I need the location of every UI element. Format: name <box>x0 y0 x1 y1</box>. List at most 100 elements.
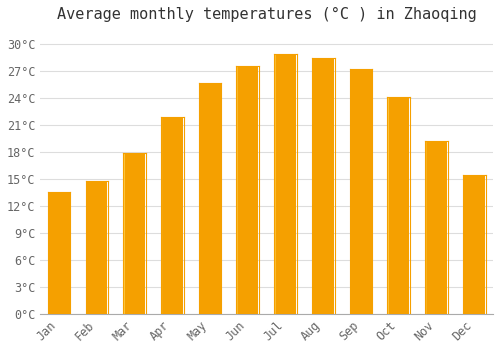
Bar <box>238 66 253 314</box>
Bar <box>124 153 132 314</box>
Bar <box>87 181 104 314</box>
Bar <box>426 141 444 314</box>
Bar <box>200 83 218 314</box>
Bar <box>313 58 316 314</box>
Bar <box>464 175 475 314</box>
Title: Average monthly temperatures (°C ) in Zhaoqing: Average monthly temperatures (°C ) in Zh… <box>57 7 476 22</box>
Bar <box>313 58 320 314</box>
Bar <box>238 66 246 314</box>
Bar <box>313 58 326 314</box>
Bar <box>464 175 481 314</box>
Bar <box>351 69 364 314</box>
Bar <box>200 83 203 314</box>
Bar <box>200 83 219 314</box>
Bar <box>426 141 430 314</box>
Bar <box>388 97 400 314</box>
Bar <box>464 175 473 314</box>
Bar <box>49 192 59 314</box>
Bar <box>350 69 357 314</box>
Bar <box>50 192 69 314</box>
Bar <box>464 175 478 314</box>
Bar <box>238 66 244 314</box>
Bar <box>124 153 143 314</box>
Bar <box>275 54 277 314</box>
Bar <box>276 54 294 314</box>
Bar <box>351 69 371 314</box>
Bar <box>49 192 66 314</box>
Bar <box>238 66 258 314</box>
Bar <box>50 192 70 314</box>
Bar <box>50 192 68 314</box>
Bar <box>388 97 390 314</box>
Bar <box>50 192 68 314</box>
Bar <box>236 66 238 314</box>
Bar <box>238 66 248 314</box>
Bar <box>162 118 165 314</box>
Bar <box>86 181 90 314</box>
Bar <box>238 66 257 314</box>
Bar <box>162 118 182 314</box>
Bar <box>388 97 396 314</box>
Bar <box>388 97 398 314</box>
Bar <box>200 83 202 314</box>
Bar <box>389 97 406 314</box>
Bar <box>276 54 285 314</box>
Bar <box>49 192 56 314</box>
Bar <box>276 54 287 314</box>
Bar <box>200 83 214 314</box>
Bar <box>162 118 171 314</box>
Bar <box>388 97 390 314</box>
Bar <box>87 181 102 314</box>
Bar <box>464 175 485 314</box>
Bar <box>238 66 239 314</box>
Bar <box>389 97 408 314</box>
Bar <box>49 192 53 314</box>
Bar <box>351 69 360 314</box>
Bar <box>313 58 320 314</box>
Bar <box>388 97 392 314</box>
Bar <box>351 69 370 314</box>
Bar <box>426 141 442 314</box>
Bar <box>350 69 351 314</box>
Bar <box>351 69 368 314</box>
Bar <box>314 58 332 314</box>
Bar <box>388 97 389 314</box>
Bar <box>162 118 180 314</box>
Bar <box>351 69 370 314</box>
Bar <box>124 153 142 314</box>
Bar <box>162 118 172 314</box>
Bar <box>275 54 280 314</box>
Bar <box>162 118 178 314</box>
Bar <box>124 153 142 314</box>
Bar <box>389 97 406 314</box>
Bar <box>200 83 210 314</box>
Bar <box>426 141 444 314</box>
Bar <box>314 58 333 314</box>
Bar <box>49 192 58 314</box>
Bar <box>388 97 394 314</box>
Bar <box>388 97 394 314</box>
Bar <box>238 66 242 314</box>
Bar <box>464 175 477 314</box>
Bar <box>86 181 91 314</box>
Bar <box>313 58 324 314</box>
Bar <box>426 141 436 314</box>
Bar <box>350 69 355 314</box>
Bar <box>162 118 166 314</box>
Bar <box>426 141 440 314</box>
Bar <box>313 58 325 314</box>
Bar <box>276 54 284 314</box>
Bar <box>86 181 94 314</box>
Bar <box>49 192 64 314</box>
Bar <box>350 69 356 314</box>
Bar <box>124 153 134 314</box>
Bar <box>426 141 446 314</box>
Bar <box>426 141 428 314</box>
Bar <box>275 54 278 314</box>
Bar <box>388 97 400 314</box>
Bar <box>350 69 354 314</box>
Bar <box>275 54 280 314</box>
Bar <box>313 58 315 314</box>
Bar <box>464 175 468 314</box>
Bar <box>464 175 470 314</box>
